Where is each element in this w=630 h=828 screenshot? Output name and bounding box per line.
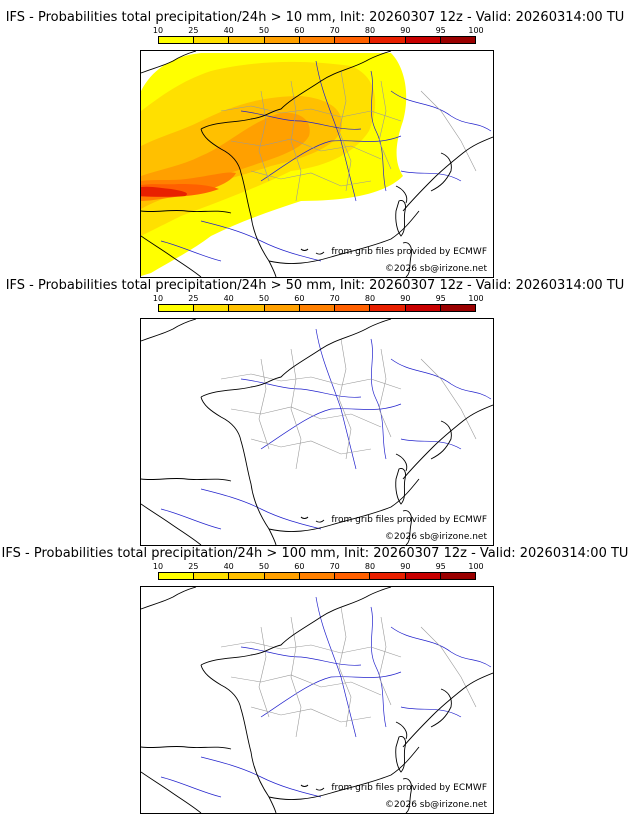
legend-tick: 95 <box>435 294 446 303</box>
legend-colorbar <box>158 36 476 44</box>
panel-title: IFS - Probabilities total precipitation/… <box>5 278 625 293</box>
legend-tick: 70 <box>329 26 340 35</box>
legend-color-segment <box>335 305 371 311</box>
panel-100mm: IFS - Probabilities total precipitation/… <box>0 546 630 814</box>
coastlines <box>141 587 493 813</box>
legend-tick: 80 <box>364 294 376 303</box>
precip-zone-80 <box>141 186 188 197</box>
legend-color-segment <box>370 37 406 43</box>
legend-color-segment <box>299 305 336 311</box>
legend-color-segment <box>159 573 195 579</box>
legend-color-segment <box>335 573 371 579</box>
legend-color-segment <box>264 305 300 311</box>
legend-ticks: 10 25 40 50 60 70 80 90 95 100 <box>153 294 484 303</box>
legend-color-segment <box>440 37 475 43</box>
legend-tick: 95 <box>435 26 446 35</box>
coastlines <box>141 51 493 277</box>
map-france: from grib files provided by ECMWF ©2026 … <box>140 318 494 546</box>
legend-color-segment <box>264 573 300 579</box>
map-svg <box>141 319 493 545</box>
legend-tick: 90 <box>400 294 411 303</box>
legend-tick: 50 <box>258 26 270 35</box>
legend-tick: 100 <box>468 562 484 571</box>
legend-tick: 100 <box>468 26 484 35</box>
legend-tick: 95 <box>435 562 446 571</box>
legend-color-segment <box>440 305 475 311</box>
legend-color-segment <box>299 573 336 579</box>
admin-borders <box>220 606 477 738</box>
legend-tick: 10 <box>152 562 164 571</box>
legend-tick: 90 <box>400 26 411 35</box>
legend-color-segment <box>405 573 441 579</box>
legend-tick: 90 <box>400 562 411 571</box>
river-network <box>160 60 492 262</box>
legend-ticks: 10 25 40 50 60 70 80 90 95 100 <box>153 562 484 571</box>
sardinia-island <box>402 510 412 545</box>
legend-color-segment <box>159 37 195 43</box>
legend-tick: 60 <box>294 562 305 571</box>
corsica-island <box>395 200 406 237</box>
legend-tick: 40 <box>223 562 234 571</box>
legend-tick: 100 <box>468 294 484 303</box>
legend-tick: 40 <box>223 294 234 303</box>
credit-copyright: ©2026 sb@irizone.net <box>385 532 487 542</box>
legend-tick: 80 <box>364 562 376 571</box>
legend-color-segment <box>194 37 230 43</box>
legend-tick: 25 <box>188 26 199 35</box>
credit-source: from grib files provided by ECMWF <box>331 783 487 793</box>
panel-title: IFS - Probabilities total precipitation/… <box>1 546 629 561</box>
sardinia-island <box>402 778 412 813</box>
credit-source: from grib files provided by ECMWF <box>331 247 487 257</box>
map-france: from grib files provided by ECMWF ©2026 … <box>140 586 494 814</box>
legend-color-segment <box>440 573 475 579</box>
legend-tick: 50 <box>258 562 270 571</box>
legend-tick: 60 <box>294 26 305 35</box>
sardinia-island <box>402 242 412 277</box>
credit-source: from grib files provided by ECMWF <box>331 515 487 525</box>
legend-color-segment <box>405 37 441 43</box>
legend-color-segment <box>299 37 336 43</box>
precipitation-layer <box>141 53 407 276</box>
legend-tick: 70 <box>329 294 340 303</box>
corsica-island <box>395 736 406 773</box>
legend-color-segment <box>159 305 195 311</box>
legend-color-segment <box>194 573 230 579</box>
precip-zone-50 <box>141 112 310 199</box>
legend-color-segment <box>264 37 300 43</box>
panel-10mm: IFS - Probabilities total precipitation/… <box>0 10 630 278</box>
credit-copyright: ©2026 sb@irizone.net <box>385 264 487 274</box>
legend-color-segment <box>194 305 230 311</box>
river-network <box>160 328 492 530</box>
legend-tick: 60 <box>294 294 305 303</box>
legend-color-segment <box>405 305 441 311</box>
river-network <box>160 596 492 798</box>
admin-borders <box>220 338 477 470</box>
legend-colorbar <box>158 572 476 580</box>
map-svg <box>141 587 493 813</box>
legend-tick: 40 <box>223 26 234 35</box>
legend-color-segment <box>335 37 371 43</box>
panel-title: IFS - Probabilities total precipitation/… <box>5 10 625 25</box>
legend-color-segment <box>229 305 265 311</box>
legend-tick: 80 <box>364 26 376 35</box>
legend-tick: 25 <box>188 294 199 303</box>
credit-copyright: ©2026 sb@irizone.net <box>385 800 487 810</box>
legend-color-segment <box>370 305 406 311</box>
legend-ticks: 10 25 40 50 60 70 80 90 95 100 <box>153 26 484 35</box>
legend-tick: 10 <box>152 26 164 35</box>
map-svg <box>141 51 493 277</box>
admin-borders <box>220 70 477 202</box>
legend-color-segment <box>229 573 265 579</box>
map-france: from grib files provided by ECMWF ©2026 … <box>140 50 494 278</box>
legend-tick: 10 <box>152 294 164 303</box>
legend-tick: 50 <box>258 294 270 303</box>
legend-tick: 70 <box>329 562 340 571</box>
corsica-island <box>395 468 406 505</box>
legend-color-segment <box>370 573 406 579</box>
legend-tick: 25 <box>188 562 199 571</box>
coastlines <box>141 319 493 545</box>
panel-50mm: IFS - Probabilities total precipitation/… <box>0 278 630 546</box>
legend-colorbar <box>158 304 476 312</box>
legend-color-segment <box>229 37 265 43</box>
